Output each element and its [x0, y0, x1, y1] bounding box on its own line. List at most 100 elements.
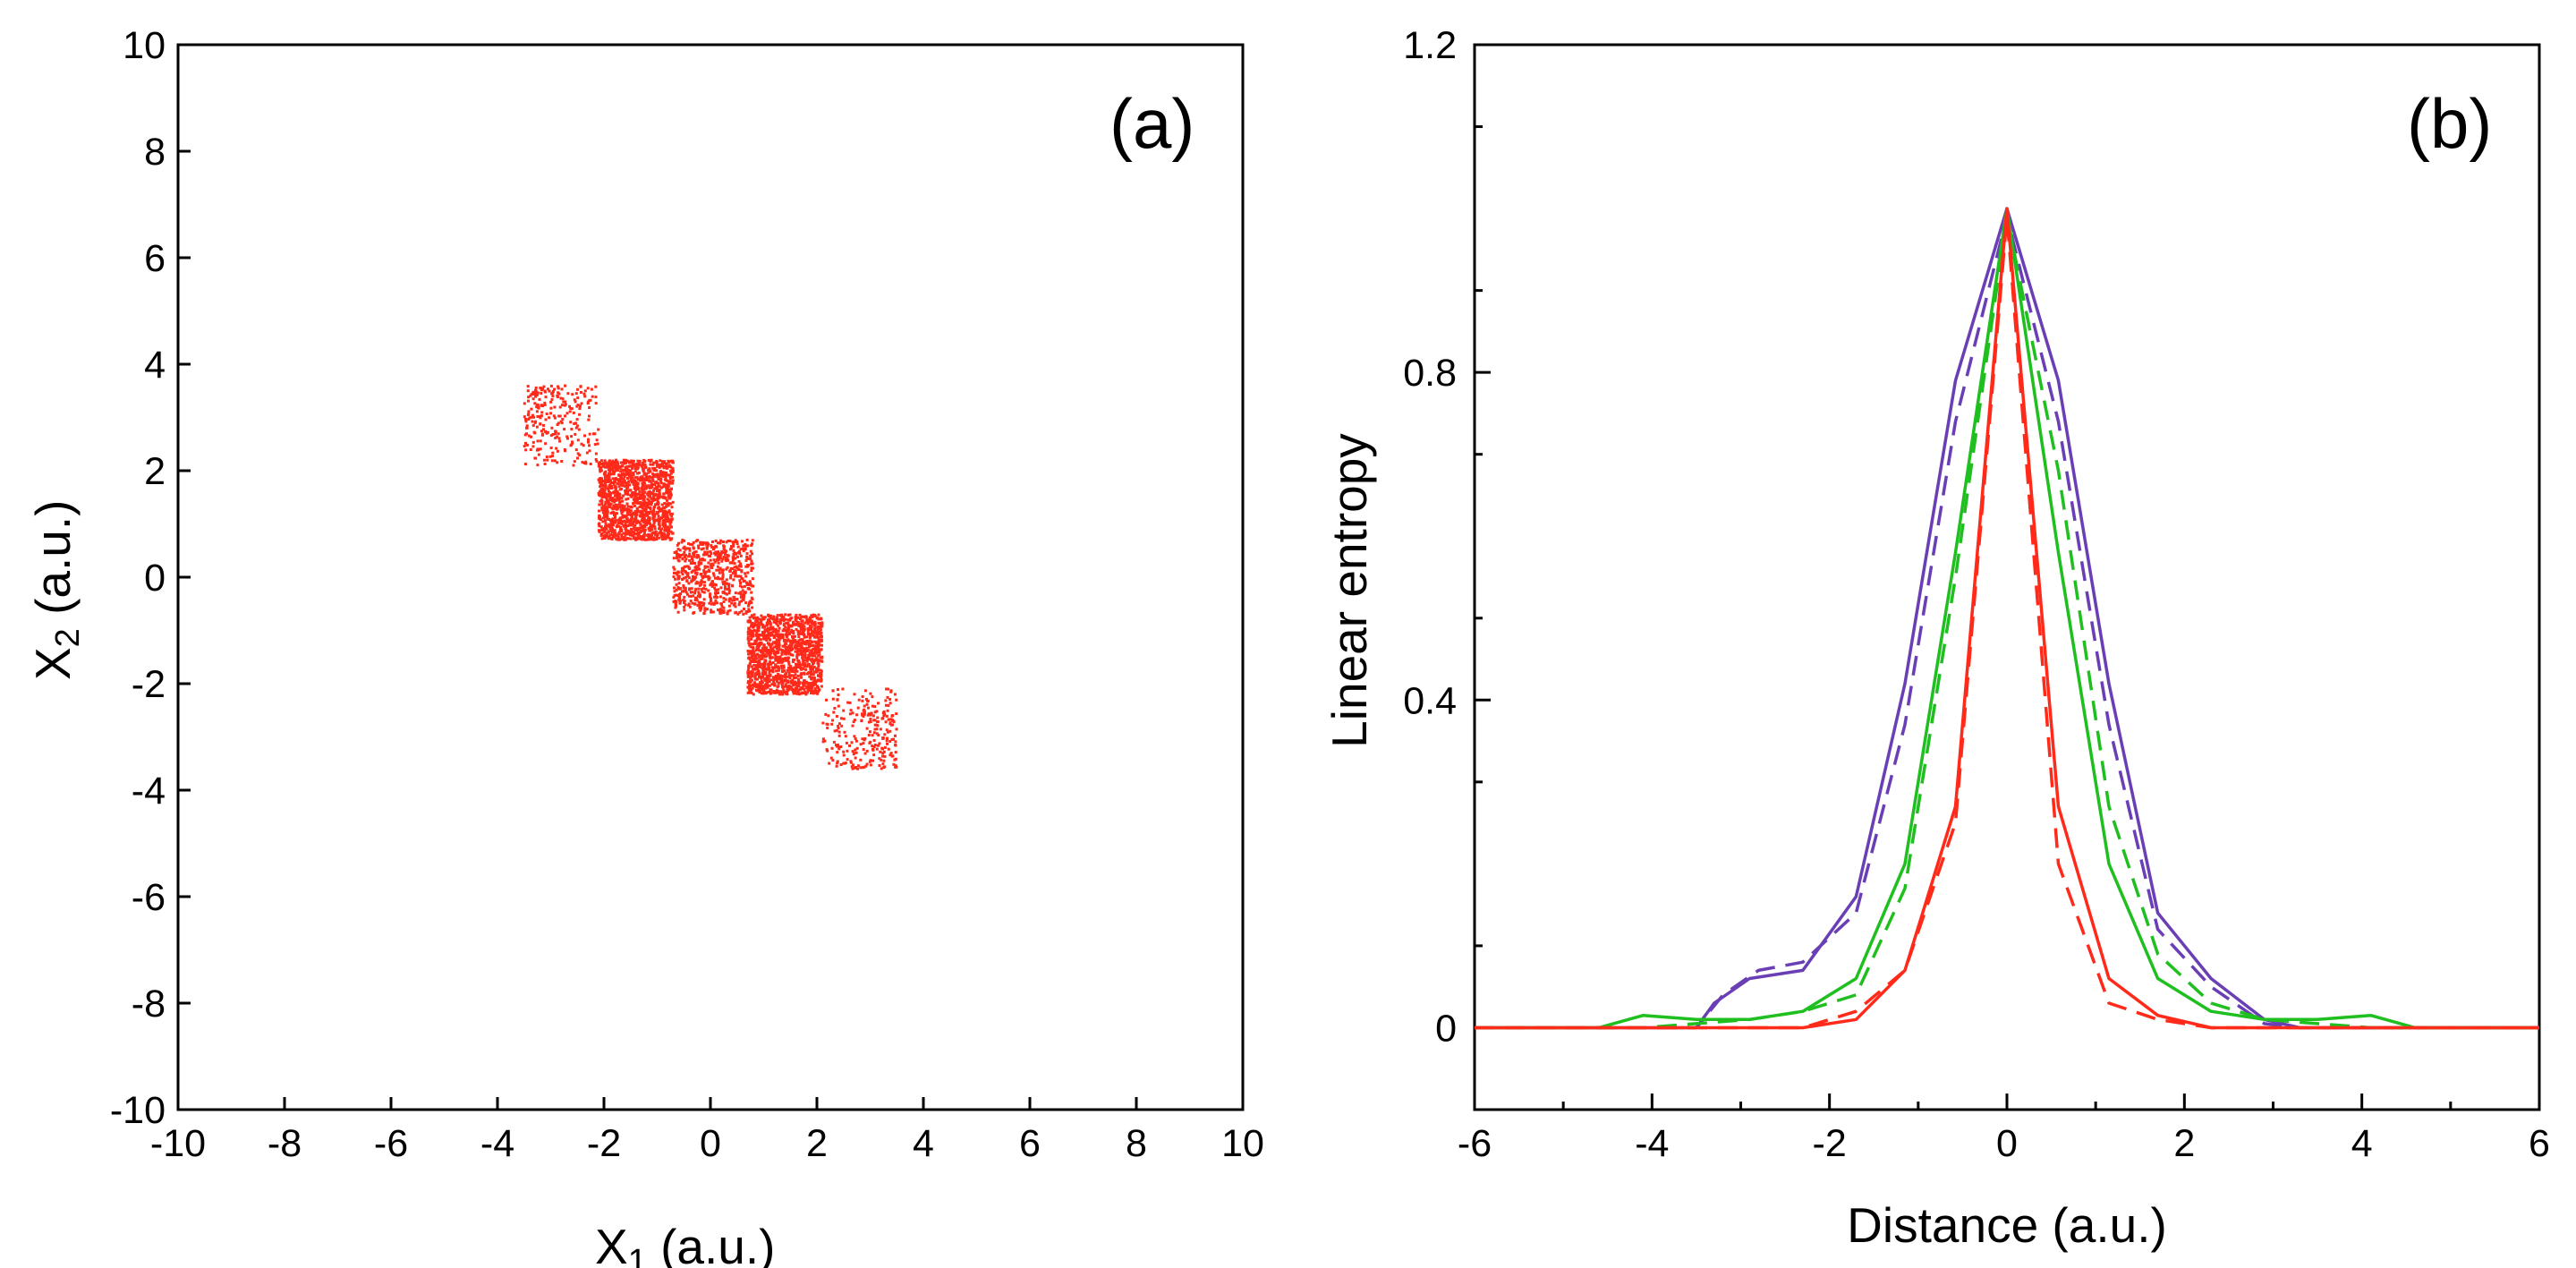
- scatter-point: [713, 586, 717, 590]
- scatter-point: [723, 580, 727, 583]
- scatter-point: [863, 689, 867, 693]
- scatter-point: [693, 590, 697, 592]
- scatter-point: [765, 621, 769, 625]
- scatter-point: [621, 481, 625, 485]
- scatter-point: [650, 535, 654, 539]
- scatter-point: [648, 503, 651, 506]
- scatter-point: [771, 661, 775, 664]
- scatter-point: [635, 475, 639, 479]
- scatter-point: [791, 621, 795, 625]
- scatter-point: [657, 515, 660, 518]
- scatter-point: [598, 464, 601, 466]
- scatter-point: [750, 566, 753, 570]
- x-tick-label: -6: [374, 1122, 408, 1165]
- scatter-point: [622, 480, 625, 483]
- scatter-point: [576, 396, 580, 400]
- scatter-point: [599, 468, 602, 472]
- scatter-point: [636, 481, 640, 485]
- scatter-point: [817, 662, 820, 665]
- scatter-point: [854, 756, 857, 760]
- scatter-point: [659, 464, 663, 468]
- scatter-point: [685, 592, 689, 596]
- scatter-point: [748, 643, 752, 647]
- scatter-point: [683, 539, 686, 542]
- scatter-point: [702, 569, 706, 573]
- scatter-point: [728, 548, 732, 551]
- scatter-point: [593, 443, 597, 447]
- scatter-point: [710, 566, 714, 570]
- scatter-point: [603, 479, 607, 482]
- scatter-point: [850, 741, 854, 745]
- scatter-point: [543, 401, 547, 404]
- scatter-point: [733, 599, 736, 602]
- scatter-point: [805, 672, 809, 676]
- scatter-point: [732, 552, 735, 556]
- scatter-point: [738, 579, 742, 583]
- scatter-point: [745, 557, 749, 560]
- scatter-point: [794, 673, 797, 677]
- scatter-point: [725, 582, 728, 585]
- scatter-point: [649, 529, 652, 532]
- scatter-point: [642, 517, 646, 521]
- scatter-point: [710, 608, 713, 612]
- scatter-point: [598, 481, 601, 484]
- scatter-point: [708, 576, 711, 580]
- scatter-point: [682, 584, 685, 587]
- scatter-point: [825, 748, 829, 752]
- scatter-point: [821, 721, 825, 725]
- scatter-point: [671, 461, 675, 464]
- scatter-point: [633, 531, 636, 534]
- scatter-point: [759, 682, 762, 685]
- scatter-point: [783, 638, 786, 642]
- scatter-point: [775, 641, 778, 644]
- scatter-point: [729, 566, 733, 570]
- scatter-point: [823, 739, 827, 743]
- scatter-point: [604, 486, 608, 489]
- scatter-point: [609, 491, 613, 495]
- scatter-point: [818, 651, 821, 654]
- scatter-point: [642, 494, 645, 497]
- scatter-point: [714, 553, 718, 557]
- scatter-point: [803, 625, 806, 628]
- scatter-point: [598, 492, 601, 495]
- scatter-point: [716, 541, 719, 545]
- scatter-point: [751, 652, 754, 655]
- scatter-point: [750, 596, 753, 600]
- scatter-point: [741, 577, 744, 581]
- scatter-point: [803, 663, 806, 667]
- scatter-point: [881, 762, 885, 766]
- scatter-point: [812, 634, 815, 637]
- scatter-point: [760, 677, 763, 680]
- scatter-point: [885, 728, 888, 732]
- scatter-point: [765, 654, 769, 658]
- scatter-point: [635, 532, 639, 536]
- scatter-point: [708, 570, 711, 573]
- scatter-point: [557, 391, 560, 395]
- scatter-point: [783, 669, 786, 673]
- scatter-point: [747, 608, 751, 611]
- x-tick-label: 2: [2173, 1122, 2195, 1165]
- scatter-point: [603, 459, 607, 463]
- scatter-point: [739, 554, 743, 557]
- scatter-point: [778, 693, 781, 696]
- scatter-point: [637, 471, 641, 474]
- scatter-point: [681, 573, 684, 576]
- scatter-point: [818, 631, 821, 634]
- scatter-point: [889, 689, 893, 693]
- scatter-point: [775, 688, 778, 692]
- scatter-point: [818, 672, 821, 676]
- scatter-point: [757, 676, 761, 679]
- scatter-point: [714, 550, 718, 554]
- scatter-point: [628, 483, 631, 487]
- scatter-point: [750, 625, 752, 628]
- scatter-point: [773, 683, 777, 686]
- scatter-point: [872, 753, 876, 757]
- scatter-point: [681, 553, 684, 557]
- scatter-point: [665, 471, 668, 474]
- scatter-point: [608, 495, 612, 498]
- scatter-point: [536, 391, 540, 395]
- scatter-point: [600, 506, 604, 509]
- scatter-point: [745, 538, 749, 541]
- scatter-point: [679, 592, 683, 595]
- y-tick-label: -6: [132, 876, 166, 919]
